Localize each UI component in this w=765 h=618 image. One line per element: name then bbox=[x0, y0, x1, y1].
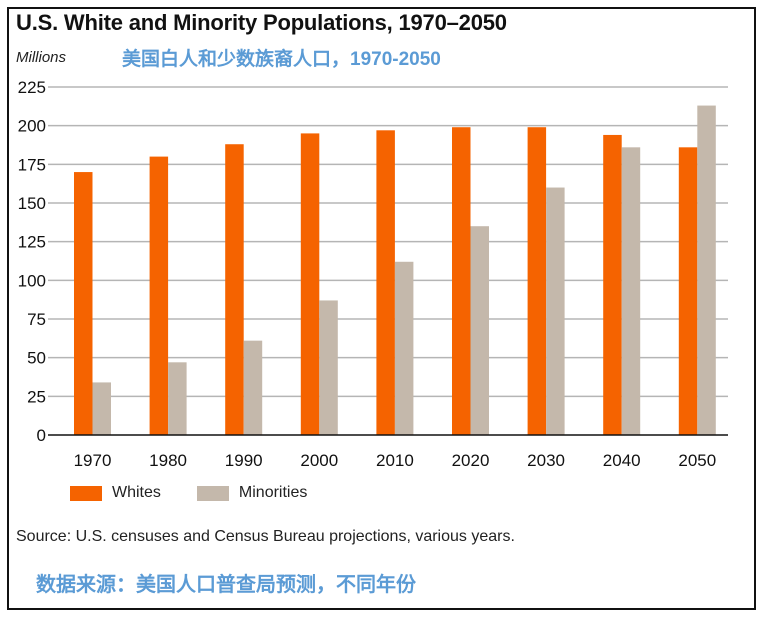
bar-minorities-2030 bbox=[546, 187, 565, 435]
bar-minorities-1990 bbox=[243, 340, 263, 435]
y-tick-labels: 0 25 50 75 100 125 150 175 200 225 bbox=[18, 78, 46, 445]
legend-label-whites: Whites bbox=[112, 484, 161, 501]
bar-whites-1980 bbox=[149, 156, 169, 435]
x-tick-labels: 1970 1980 1990 2000 2010 2020 2030 2040 2050 bbox=[74, 451, 717, 470]
x-tick-label: 2030 bbox=[527, 451, 565, 470]
bar-minorities-2000 bbox=[319, 300, 338, 435]
y-tick-label: 150 bbox=[18, 194, 46, 213]
y-tick-label: 50 bbox=[27, 349, 46, 368]
bar-whites-1970 bbox=[74, 172, 93, 436]
x-tick-label: 1980 bbox=[149, 451, 187, 470]
bar-minorities-2010 bbox=[394, 261, 414, 435]
legend-swatch-whites bbox=[70, 485, 102, 501]
y-tick-label: 100 bbox=[18, 271, 46, 290]
legend-label-minorities: Minorities bbox=[238, 484, 308, 501]
bar-minorities-2040 bbox=[621, 147, 641, 435]
bar-whites-2000 bbox=[300, 133, 320, 435]
bar-minorities-2020 bbox=[470, 226, 489, 435]
legend-swatch-minorities bbox=[196, 485, 229, 501]
x-tick-label: 2000 bbox=[300, 451, 338, 470]
y-tick-label: 0 bbox=[37, 426, 46, 445]
bar-minorities-1970 bbox=[92, 382, 111, 435]
bar-minorities-2050 bbox=[697, 105, 716, 435]
legend: Whites Minorities bbox=[70, 484, 343, 502]
y-tick-label: 175 bbox=[18, 155, 46, 174]
x-tick-label: 1970 bbox=[74, 451, 112, 470]
bar-whites-1990 bbox=[225, 144, 244, 435]
y-tick-label: 225 bbox=[18, 78, 46, 97]
chinese-title: 美国白人和少数族裔人口，1970-2050 bbox=[122, 49, 441, 70]
y-tick-label: 125 bbox=[18, 233, 46, 252]
legend-item-whites: Whites bbox=[70, 484, 161, 502]
x-tick-label: 2050 bbox=[678, 451, 716, 470]
bar-minorities-1980 bbox=[168, 362, 187, 435]
x-tick-label: 2020 bbox=[452, 451, 490, 470]
chinese-source-note: 数据来源：美国人口普查局预测，不同年份 bbox=[36, 574, 416, 596]
bar-whites-2040 bbox=[603, 134, 622, 436]
x-tick-label: 2010 bbox=[376, 451, 414, 470]
source-note: Source: U.S. censuses and Census Bureau … bbox=[16, 528, 515, 545]
legend-item-minorities: Minorities bbox=[196, 484, 308, 502]
y-tick-label: 75 bbox=[27, 310, 46, 329]
chart-title: U.S. White and Minority Populations, 197… bbox=[16, 10, 507, 35]
chart-frame bbox=[7, 7, 756, 610]
y-axis-units-label: Millions bbox=[16, 49, 67, 66]
x-tick-label: 2040 bbox=[603, 451, 641, 470]
bar-whites-2050 bbox=[678, 147, 698, 435]
bars bbox=[74, 105, 716, 436]
bar-whites-2030 bbox=[527, 127, 547, 436]
y-tick-label: 200 bbox=[18, 117, 46, 136]
bar-whites-2010 bbox=[376, 130, 395, 435]
x-tick-label: 1990 bbox=[225, 451, 263, 470]
y-tick-label: 25 bbox=[27, 387, 46, 406]
bar-whites-2020 bbox=[452, 127, 471, 436]
